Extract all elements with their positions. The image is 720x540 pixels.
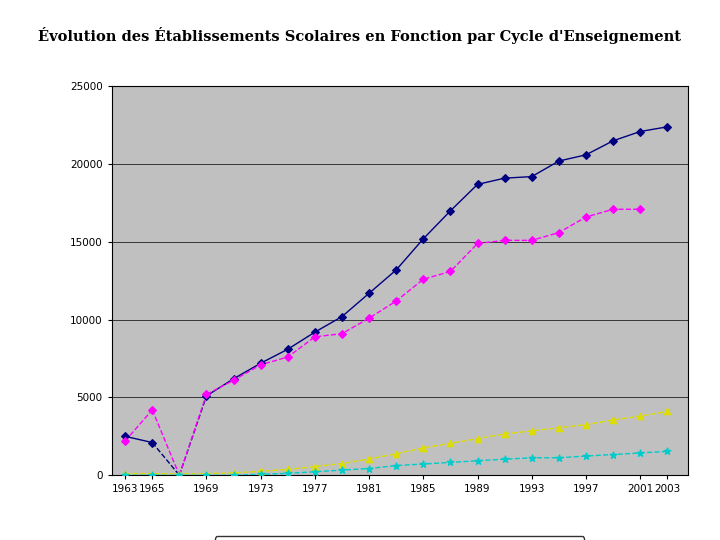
Point <box>580 420 592 429</box>
Point <box>499 455 510 463</box>
Point <box>445 206 456 215</box>
Point <box>336 459 348 468</box>
Point <box>553 423 564 432</box>
Point <box>146 469 158 478</box>
Point <box>553 454 564 462</box>
Point <box>445 267 456 276</box>
Point <box>174 470 185 478</box>
Point <box>607 450 618 459</box>
Point <box>418 275 429 284</box>
Point <box>634 205 646 214</box>
Point <box>255 359 266 368</box>
Point <box>282 469 294 478</box>
Point <box>201 392 212 400</box>
Legend: Ensemble, A.E.F., Ec Fond., Secondaire: Ensemble, A.E.F., Ec Fond., Secondaire <box>215 536 585 540</box>
Point <box>445 439 456 448</box>
Point <box>336 329 348 338</box>
Point <box>282 345 294 354</box>
Point <box>120 432 131 441</box>
Point <box>364 314 375 322</box>
Point <box>309 462 320 471</box>
Point <box>472 239 483 248</box>
Point <box>228 374 239 383</box>
Point <box>255 470 266 478</box>
Point <box>662 447 673 456</box>
Point <box>553 228 564 237</box>
Point <box>364 464 375 473</box>
Point <box>201 390 212 399</box>
Point <box>146 471 158 480</box>
Point <box>390 266 402 274</box>
Point <box>607 416 618 424</box>
Point <box>580 151 592 159</box>
Point <box>553 157 564 165</box>
Point <box>662 407 673 416</box>
Point <box>390 449 402 458</box>
Point <box>472 434 483 443</box>
Point <box>607 137 618 145</box>
Point <box>445 458 456 467</box>
Point <box>418 234 429 243</box>
Point <box>526 454 538 462</box>
Point <box>146 406 158 414</box>
Point <box>282 465 294 474</box>
Point <box>499 430 510 438</box>
Text: Évolution des Établissements Scolaires en Fonction par Cycle d'Enseignement: Évolution des Établissements Scolaires e… <box>38 27 682 44</box>
Point <box>282 353 294 361</box>
Point <box>255 361 266 369</box>
Point <box>580 213 592 221</box>
Point <box>607 205 618 214</box>
Point <box>390 296 402 305</box>
Point <box>418 460 429 468</box>
Point <box>228 471 239 480</box>
Point <box>526 427 538 435</box>
Point <box>120 469 131 478</box>
Point <box>580 452 592 461</box>
Point <box>336 465 348 474</box>
Point <box>255 467 266 476</box>
Point <box>309 333 320 341</box>
Point <box>120 471 131 480</box>
Point <box>228 469 239 477</box>
Point <box>364 289 375 298</box>
Point <box>228 376 239 384</box>
Point <box>472 456 483 465</box>
Point <box>120 437 131 445</box>
Point <box>146 438 158 447</box>
Point <box>336 312 348 321</box>
Point <box>364 455 375 463</box>
Point <box>418 444 429 453</box>
Point <box>201 471 212 480</box>
Point <box>174 471 185 480</box>
Point <box>662 123 673 131</box>
Point <box>499 236 510 245</box>
Point <box>634 412 646 421</box>
Point <box>201 469 212 478</box>
Point <box>634 127 646 136</box>
Point <box>309 328 320 336</box>
Point <box>390 461 402 470</box>
Point <box>526 236 538 245</box>
Point <box>499 174 510 183</box>
Point <box>309 468 320 476</box>
Point <box>472 180 483 188</box>
Point <box>526 172 538 181</box>
Point <box>634 449 646 457</box>
